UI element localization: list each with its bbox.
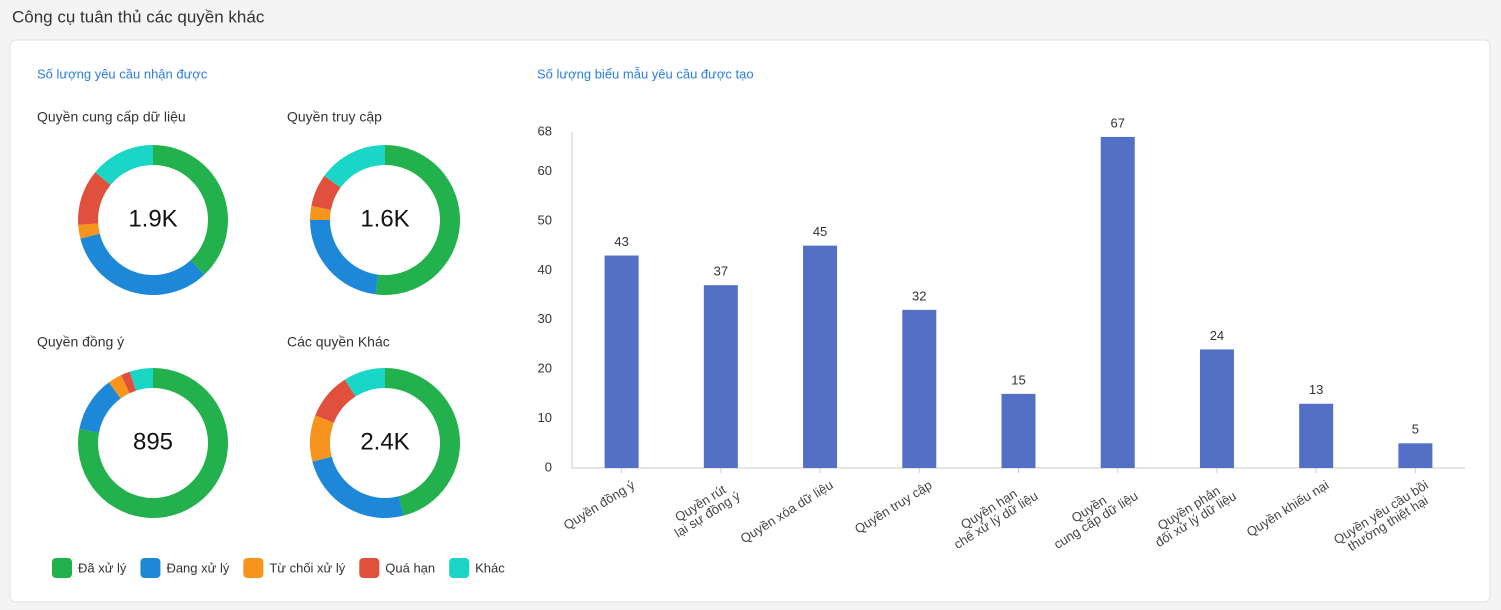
y-tick-label: 50	[538, 212, 552, 227]
value-label: 13	[1309, 382, 1323, 397]
value-label: 32	[912, 288, 926, 303]
donut-segment	[315, 379, 356, 423]
donut-segment	[375, 145, 460, 295]
y-tick-label: 68	[538, 123, 552, 138]
donut-center-label: 1.6K	[360, 205, 409, 232]
value-label: 15	[1011, 372, 1025, 387]
legend-swatch	[243, 558, 264, 578]
value-label: 5	[1412, 422, 1419, 437]
donut-segment	[79, 382, 121, 433]
donut-segment	[78, 172, 111, 225]
bar	[1100, 136, 1135, 469]
donut-segment	[324, 145, 385, 188]
donut-segment	[78, 223, 100, 239]
bar	[703, 285, 738, 468]
legend-swatch	[449, 558, 470, 578]
donut-segment	[344, 368, 385, 397]
bar	[604, 255, 639, 468]
legend-label: Đang xử lý	[166, 560, 229, 575]
donut-segment	[121, 371, 137, 394]
value-label: 24	[1210, 328, 1224, 343]
donut-segment	[108, 375, 130, 399]
y-tick-label: 60	[538, 163, 552, 178]
donut-title: Quyền đồng ý	[37, 334, 124, 350]
section-title: Số lượng biểu mẫu yêu cầu được tạo	[537, 66, 754, 81]
donut-center-label: 2.4K	[360, 428, 409, 455]
legend-swatch	[140, 558, 161, 578]
y-tick-label: 30	[538, 311, 552, 326]
donut-title: Quyền truy cập	[287, 109, 382, 125]
donut-segment	[312, 456, 404, 518]
value-label: 45	[813, 224, 827, 239]
donut-center-label: 1.9K	[128, 205, 177, 232]
donut-segment	[310, 205, 331, 220]
donut-segment	[311, 175, 341, 210]
donut-segment	[80, 233, 205, 295]
y-tick-label: 20	[538, 361, 552, 376]
bar	[803, 245, 838, 468]
bar	[1199, 349, 1234, 468]
section-title: Số lượng yêu cầu nhận được	[37, 66, 208, 81]
value-label: 67	[1110, 115, 1124, 130]
y-tick-label: 10	[538, 410, 552, 425]
bar	[902, 309, 937, 468]
donut-center-label: 895	[133, 428, 173, 455]
legend-label: Từ chối xử lý	[269, 560, 345, 575]
legend-label: Đã xử lý	[78, 560, 127, 575]
y-tick-label: 0	[545, 459, 552, 474]
donut-segment	[385, 368, 460, 516]
donut-segment	[129, 368, 153, 391]
value-label: 43	[614, 234, 628, 249]
donut-title: Các quyền Khác	[287, 334, 390, 350]
donut-segment	[153, 145, 228, 275]
legend-label: Khác	[475, 560, 505, 575]
bar	[1398, 443, 1433, 468]
donut-segment	[310, 220, 379, 295]
bar	[1001, 393, 1036, 468]
bar	[1299, 403, 1334, 468]
donut-segment	[310, 415, 334, 462]
page-title: Công cụ tuân thủ các quyền khác	[12, 7, 265, 26]
y-tick-label: 40	[538, 262, 552, 277]
donut-segment	[95, 145, 153, 185]
legend-swatch	[359, 558, 380, 578]
value-label: 37	[714, 264, 728, 279]
legend-label: Quá hạn	[385, 560, 435, 575]
donut-title: Quyền cung cấp dữ liệu	[37, 109, 186, 125]
legend-swatch	[52, 558, 72, 578]
